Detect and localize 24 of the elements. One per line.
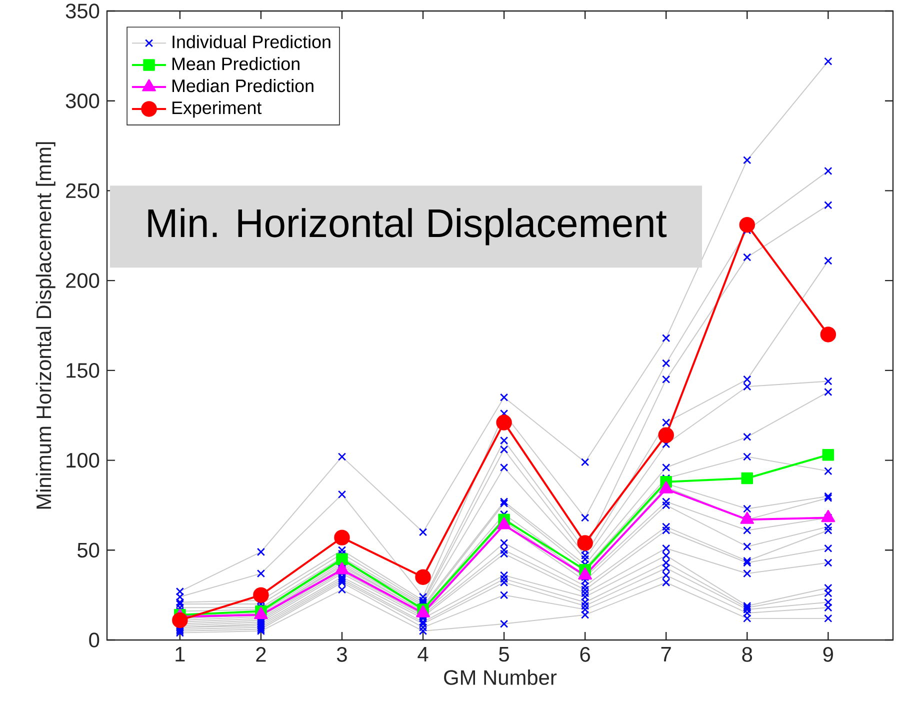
y-tick-label: 250 xyxy=(66,183,100,198)
x-tick-label: 7 xyxy=(661,647,671,662)
x-tick-label: 2 xyxy=(256,647,266,662)
x-tick-label: 5 xyxy=(499,647,509,662)
legend-label: Experiment xyxy=(172,100,262,118)
y-axis-title: Minimum Horizontal Displacement [mm] xyxy=(36,142,56,509)
legend-label: Individual Prediction xyxy=(172,35,330,48)
x-tick-label: 1 xyxy=(176,647,185,662)
x-tick-label: 8 xyxy=(742,647,752,662)
y-tick-label: 100 xyxy=(66,452,100,468)
y-tick-label: 0 xyxy=(89,632,100,648)
y-tick-label: 300 xyxy=(66,93,100,108)
y-tick-label: 50 xyxy=(78,542,100,558)
x-tick-label: 6 xyxy=(580,647,590,662)
y-tick-label: 150 xyxy=(66,363,100,378)
x-tick-label: 4 xyxy=(418,647,428,662)
y-tick-label: 350 xyxy=(66,4,100,18)
x-axis-title: GM Number xyxy=(444,670,557,685)
annotation: Min. Horizontal Displacement xyxy=(148,208,667,246)
x-tick-label: 3 xyxy=(336,647,347,662)
legend-label: Mean Prediction xyxy=(172,57,300,70)
x-tick-label: 9 xyxy=(823,647,833,662)
legend-label: Median Prediction xyxy=(172,79,314,92)
y-tick-label: 200 xyxy=(66,273,100,288)
